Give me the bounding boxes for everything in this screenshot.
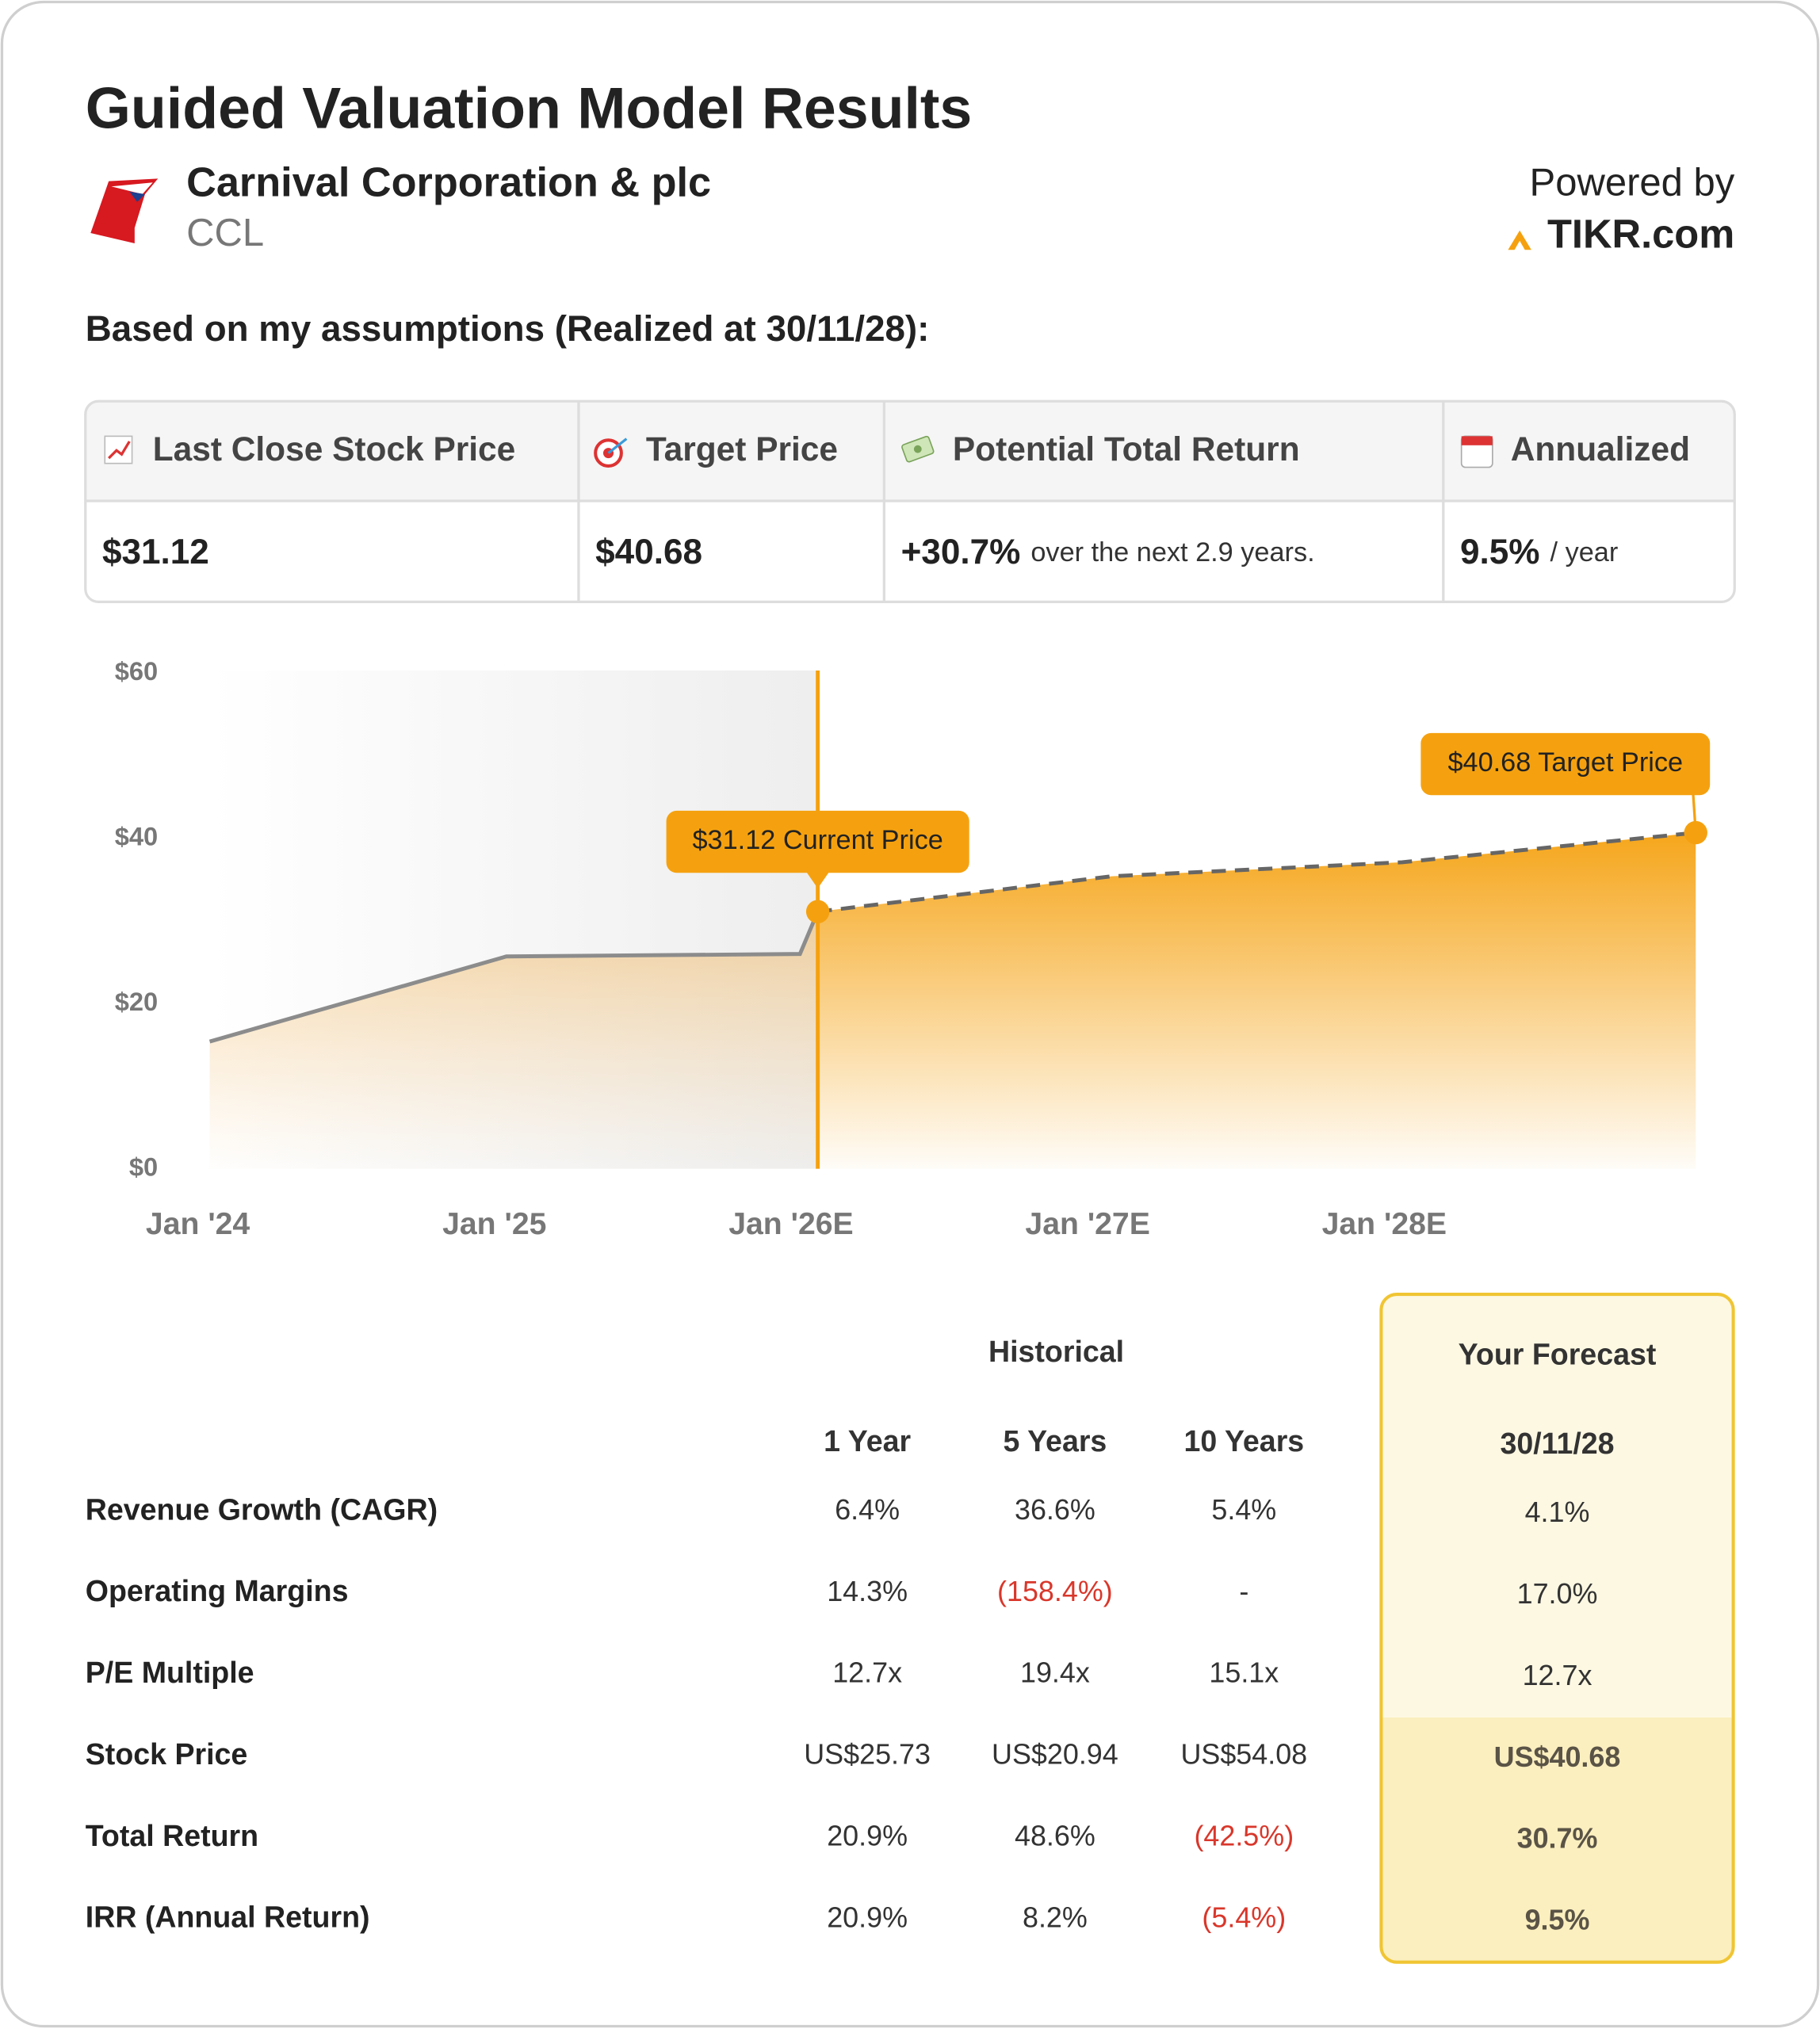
cell: 19.4x xyxy=(1020,1656,1090,1689)
brand: TIKR.com xyxy=(1547,211,1734,256)
summary-header: Last Close Stock Price xyxy=(153,430,516,468)
line xyxy=(817,831,1696,914)
row-label: P/E Multiple xyxy=(86,1656,254,1689)
cell: 4.1% xyxy=(1525,1496,1590,1528)
summary-header: Target Price xyxy=(646,430,838,468)
annotation-pointer xyxy=(805,871,830,888)
row-label: IRR (Annual Return) xyxy=(86,1901,370,1934)
cell: (5.4%) xyxy=(1202,1901,1286,1933)
column-header: 10 Years xyxy=(1183,1424,1304,1458)
cell: 48.6% xyxy=(1015,1819,1095,1851)
line xyxy=(208,911,820,1044)
column-header: 1 Year xyxy=(824,1424,911,1458)
summary-main: $40.68 xyxy=(595,533,702,571)
area xyxy=(209,911,818,1169)
x-tick-label: Jan '24 xyxy=(146,1207,250,1241)
row-label: Stock Price xyxy=(86,1737,248,1771)
row-label: Total Return xyxy=(86,1819,258,1852)
icon-target xyxy=(594,438,628,468)
subtitle: Based on my assumptions (Realized at 30/… xyxy=(86,308,930,349)
cell: (42.5%) xyxy=(1194,1819,1294,1851)
x-tick-label: Jan '25 xyxy=(442,1207,546,1241)
cell: US$20.94 xyxy=(992,1738,1118,1771)
cell: US$54.08 xyxy=(1180,1738,1307,1771)
cell: 12.7x xyxy=(832,1656,902,1689)
icon-money xyxy=(901,435,935,463)
annotation: $40.68 Target Price xyxy=(1447,747,1683,778)
summary-value: 9.5% / year xyxy=(1460,533,1618,571)
column-header: 5 Years xyxy=(1003,1424,1107,1458)
row-label: Operating Margins xyxy=(86,1574,349,1607)
company-logo xyxy=(90,178,159,244)
powered-by: Powered by xyxy=(1530,162,1735,204)
cell: 12.7x xyxy=(1523,1659,1592,1691)
ticker: CCL xyxy=(186,212,264,254)
icon-calendar xyxy=(1460,435,1493,468)
y-tick-label: $60 xyxy=(115,656,159,686)
cell: 14.3% xyxy=(827,1575,908,1607)
brand-logo xyxy=(1508,230,1531,250)
cell: 9.5% xyxy=(1525,1904,1590,1936)
summary-value: $31.12 xyxy=(102,533,209,571)
cell: 30.7% xyxy=(1517,1822,1598,1855)
cell: 17.0% xyxy=(1517,1577,1598,1610)
row-label: Revenue Growth (CAGR) xyxy=(86,1492,438,1526)
column-header: 30/11/28 xyxy=(1500,1427,1614,1460)
x-tick-label: Jan '28E xyxy=(1322,1207,1447,1241)
cell: 8.2% xyxy=(1023,1901,1088,1933)
x-tick-label: Jan '26E xyxy=(728,1207,853,1241)
forecast-box xyxy=(1379,1293,1735,1964)
summary-value: +30.7% over the next 2.9 years. xyxy=(901,533,1315,571)
x-tick-label: Jan '27E xyxy=(1025,1207,1149,1241)
cell: US$40.68 xyxy=(1494,1741,1621,1773)
cell: 36.6% xyxy=(1015,1493,1095,1526)
summary-note: over the next 2.9 years. xyxy=(1030,537,1314,567)
cell: 5.4% xyxy=(1211,1493,1276,1526)
cell: 15.1x xyxy=(1209,1656,1279,1689)
title: Guided Valuation Model Results xyxy=(86,75,973,141)
cell: US$25.73 xyxy=(804,1738,931,1771)
y-tick-label: $0 xyxy=(129,1152,158,1181)
area xyxy=(817,832,1696,1169)
summary-main: +30.7% xyxy=(901,533,1021,571)
annotation-box xyxy=(666,810,969,873)
group-header: Your Forecast xyxy=(1459,1337,1657,1370)
y-tick-label: $40 xyxy=(115,821,159,850)
summary-main: $31.12 xyxy=(102,533,209,571)
group-header: Historical xyxy=(988,1335,1124,1368)
cell: (158.4%) xyxy=(997,1575,1113,1607)
summary-header: Annualized xyxy=(1511,430,1690,468)
summary-note: / year xyxy=(1550,537,1619,567)
cell: 20.9% xyxy=(827,1901,908,1933)
summary-main: 9.5% xyxy=(1460,533,1539,571)
y-tick-label: $20 xyxy=(115,987,159,1016)
annotation: $31.12 Current Price xyxy=(692,825,942,855)
point xyxy=(1684,820,1707,845)
summary-header: Potential Total Return xyxy=(953,430,1300,468)
chart: $0 $20 $40 $60 Jan '24 Jan '25 Jan '26E Jan '27… xyxy=(115,656,1711,1241)
point xyxy=(805,900,830,923)
cell: 6.4% xyxy=(835,1493,900,1526)
cell: 20.9% xyxy=(827,1819,908,1851)
icon-chart xyxy=(104,435,133,464)
cell: - xyxy=(1239,1575,1248,1607)
annotation-box xyxy=(1420,732,1711,796)
summary-value: $40.68 xyxy=(595,533,702,571)
company-name: Carnival Corporation & plc xyxy=(186,159,711,205)
